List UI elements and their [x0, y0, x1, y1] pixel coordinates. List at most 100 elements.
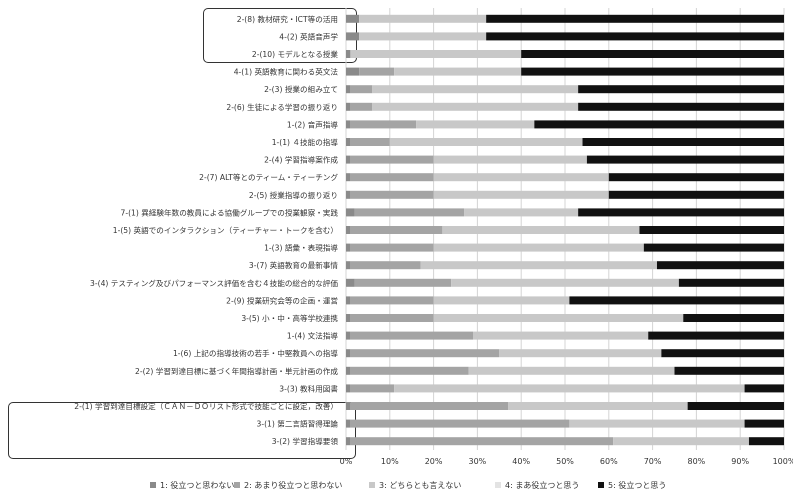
x-tick-label: 30%	[469, 457, 487, 466]
x-tick-label: 100%	[773, 457, 793, 466]
bar-segment	[346, 67, 360, 76]
bar-segment	[569, 419, 745, 428]
bar-segment	[372, 102, 579, 111]
bar-segment	[486, 14, 784, 23]
bar-segment	[350, 366, 469, 375]
legend-label: 4: まあ役立つと思う	[505, 480, 579, 490]
x-tick-label: 20%	[425, 457, 443, 466]
bar-segment	[346, 296, 351, 305]
bar-segment	[683, 314, 784, 322]
x-tick-label: 80%	[688, 457, 706, 466]
category-label: 1-(4) 文法指導	[287, 331, 339, 341]
bar-segment	[648, 331, 784, 340]
bar-segment	[350, 155, 434, 164]
category-labels: 2-(8) 教材研究・ICT等の活用 4-(2) 英語音声学 2-(10) モデルと…	[74, 14, 338, 446]
bar-segment	[346, 226, 351, 234]
bar-segment	[451, 278, 679, 287]
category-label: 2-(10) モデルとなる授業	[252, 49, 339, 59]
bar-segment	[608, 190, 784, 199]
legend-label: 1: 役立つと思わない	[160, 480, 234, 490]
category-label: 2-(6) 生徒による学習の振り返り	[226, 102, 338, 112]
category-label: 2-(4) 学習指導案作成	[264, 155, 338, 165]
bar-segment	[346, 243, 351, 252]
bar-segment	[350, 138, 390, 146]
bar-segment	[346, 366, 351, 375]
bar-segment	[346, 349, 351, 358]
bar-segment	[643, 243, 784, 252]
bar-segment	[350, 173, 434, 182]
bar-segment	[350, 50, 522, 58]
bars	[346, 14, 784, 446]
bar-segment	[350, 120, 417, 129]
bar-segment	[359, 67, 395, 76]
bar-segment	[744, 384, 784, 393]
x-tick-labels: 0% 10% 20% 30% 40% 50% 60% 70% 80% 90% 100%	[340, 457, 793, 466]
bar-segment	[433, 155, 587, 164]
bar-segment	[433, 173, 609, 182]
bar-segment	[486, 32, 784, 41]
bar-segment	[346, 278, 355, 287]
bar-segment	[346, 120, 351, 129]
bar-segment	[433, 243, 644, 252]
bar-segment	[350, 261, 421, 270]
category-label: 2-(9) 授業研究会等の企画・運営	[226, 295, 338, 305]
bar-segment	[608, 173, 784, 182]
bar-segment	[394, 67, 522, 76]
bar-segment	[420, 261, 657, 270]
category-label: 3-(4) テスティング及びパフォーマンス評価を含む４技能の総合的な評価	[90, 278, 338, 288]
legend-label: 2: あまり役立つと思わない	[244, 480, 342, 490]
category-label: 4-(1) 英語教育に関わる英文法	[234, 67, 339, 77]
category-label: 1-(2) 音声指導	[287, 119, 339, 129]
bar-segment	[372, 85, 579, 94]
bar-segment	[346, 102, 351, 111]
bar-segment	[346, 155, 351, 164]
category-label: 2-(3) 授業の組み立て	[264, 84, 338, 94]
category-label: 3-(7) 英語教育の最新事情	[249, 260, 338, 270]
bar-segment	[748, 437, 784, 446]
bar-segment	[521, 50, 784, 58]
bar-segment	[350, 331, 474, 340]
bar-segment	[346, 331, 351, 340]
bar-segment	[464, 208, 579, 217]
bar-segment	[656, 261, 784, 270]
bar-segment	[346, 190, 351, 199]
category-label: 1-(5) 英語でのインタラクション（ティーチャー・トークを含む）	[113, 225, 338, 235]
bar-segment	[350, 314, 434, 322]
bar-segment	[350, 243, 434, 252]
bar-segment	[433, 296, 570, 305]
bar-segment	[346, 419, 351, 428]
bar-segment	[346, 261, 351, 270]
bar-segment	[350, 85, 373, 94]
category-label: 3-(3) 教科用図書	[279, 383, 338, 393]
bar-segment	[346, 14, 360, 23]
x-tick-label: 60%	[600, 457, 618, 466]
bar-segment	[586, 155, 784, 164]
bar-segment	[569, 296, 784, 305]
category-label: 2-(7) ALT等とのティーム・ティーチング	[199, 172, 338, 182]
bar-segment	[346, 173, 351, 182]
category-label: 4-(2) 英語音声学	[279, 31, 338, 41]
x-tick-label: 70%	[644, 457, 662, 466]
bar-segment	[350, 402, 509, 410]
highlight-box-bottom	[8, 402, 356, 459]
bar-segment	[354, 208, 465, 217]
bar-segment	[744, 419, 784, 428]
bar-segment	[354, 278, 452, 287]
bar-segment	[499, 349, 662, 358]
category-label: 2-(5) 授業指導の振り返り	[249, 190, 338, 200]
bar-segment	[389, 138, 583, 146]
bar-segment	[678, 278, 784, 287]
category-label: 3-(5) 小・中・高等学校連携	[241, 313, 338, 323]
category-label: 2-(1) 学習到達目標設定（ＣＡＮ－ＤＯリスト形式で技能ごとに設定，改善）	[74, 401, 338, 411]
category-label: 1-(3) 語彙・表現指導	[264, 243, 338, 253]
legend-label: 5: 役立つと思う	[608, 480, 666, 490]
legend: 1: 役立つと思わない 2: あまり役立つと思わない 3: どちらとも言えない 4: …	[150, 480, 666, 490]
bar-segment	[359, 14, 487, 23]
category-label: 2-(8) 教材研究・ICT等の活用	[237, 14, 338, 24]
legend-swatch	[369, 482, 375, 488]
category-label: 1-(1) ４技能の指導	[272, 137, 339, 147]
bar-segment	[468, 366, 675, 375]
bar-segment	[578, 102, 784, 111]
legend-swatch	[598, 482, 604, 488]
